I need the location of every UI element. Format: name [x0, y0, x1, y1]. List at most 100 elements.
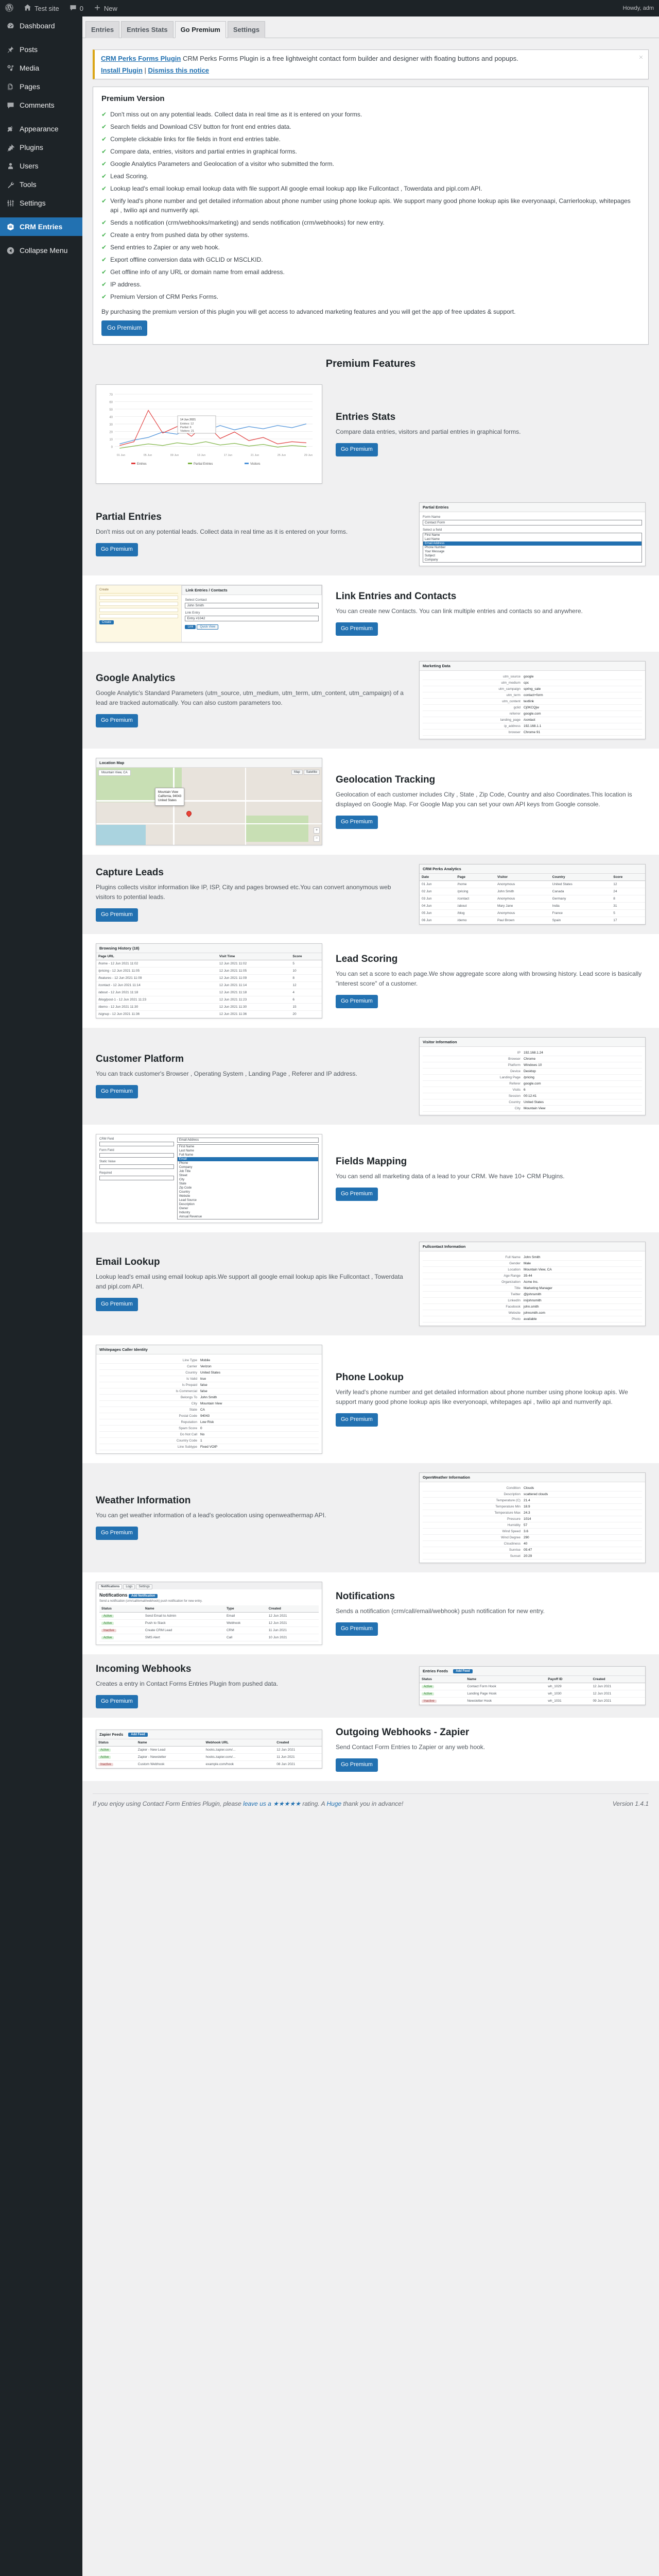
crm-perks-forms-link[interactable]: CRM Perks Forms Plugin [101, 55, 181, 63]
notifications-tab[interactable]: Logs [123, 1584, 135, 1589]
google-map[interactable]: Mountain View, CA Mountain View California… [96, 767, 322, 845]
notifications-tab[interactable]: Settings [136, 1584, 153, 1589]
site-name-menu[interactable]: Test site [19, 0, 64, 16]
go-premium-button-outgoing-webhooks[interactable]: Go Premium [336, 1758, 378, 1772]
go-premium-button-email-lookup[interactable]: Go Premium [96, 1297, 138, 1311]
table-row[interactable]: Inactive Newsletter Hook wh_1031 09 Jun 202… [420, 1697, 645, 1705]
dropdown-option[interactable]: City [179, 1178, 185, 1181]
table-row[interactable]: /demo - 12 Jun 2021 11:30 12 Jun 2021 11:… [96, 1003, 322, 1011]
mapping-input[interactable] [99, 1164, 174, 1169]
add-button[interactable]: Add Feed [453, 1669, 473, 1673]
table-row[interactable]: Active Push to Slack Webhook 12 Jun 2021 [99, 1619, 319, 1627]
table-row[interactable]: /home - 12 Jun 2021 11:02 12 Jun 2021 11:… [96, 960, 322, 968]
table-row[interactable]: 06 Jun/demo Paul Brown Spain 17 [420, 917, 645, 924]
sidebar-item-media[interactable]: Media [0, 59, 82, 77]
table-row[interactable]: 05 Jun/blog Anonymous France 5 [420, 909, 645, 917]
go-premium-button-google-analytics[interactable]: Go Premium [96, 714, 138, 727]
mapping-selected-value[interactable]: Email Address [177, 1137, 319, 1143]
table-row[interactable]: 04 Jun/about Mary Jane India 31 [420, 902, 645, 910]
sidebar-item-crm-entries[interactable]: CRM Entries [0, 217, 82, 236]
go-premium-button-fields-mapping[interactable]: Go Premium [336, 1187, 378, 1201]
dropdown-option[interactable]: Website [179, 1194, 190, 1198]
mapping-input[interactable] [99, 1175, 174, 1180]
comments-bubble[interactable]: 0 [64, 0, 89, 16]
go-premium-button-incoming-webhooks[interactable]: Go Premium [96, 1694, 138, 1708]
select-contact-input[interactable]: John Smith [185, 602, 319, 608]
dropdown-option[interactable]: Subject [425, 554, 436, 557]
dropdown-option[interactable]: Full Name [179, 1153, 194, 1157]
quick-view-button[interactable]: Quick View [197, 624, 219, 630]
go-premium-button-entries-stats[interactable]: Go Premium [336, 443, 378, 456]
add-notification-button[interactable]: Add Notification [129, 1594, 158, 1598]
link-button[interactable]: Link [185, 624, 196, 629]
go-premium-button-phone-lookup[interactable]: Go Premium [336, 1413, 378, 1427]
dropdown-option[interactable]: Job Title [179, 1170, 191, 1173]
footer-rating-link[interactable]: leave us a [243, 1800, 271, 1807]
dropdown-option[interactable]: Country [179, 1190, 190, 1194]
go-premium-button-customer-platform[interactable]: Go Premium [96, 1085, 138, 1099]
dropdown-option[interactable]: Company [179, 1165, 193, 1169]
go-premium-button-partial-entries[interactable]: Go Premium [96, 543, 138, 557]
dropdown-option[interactable]: State [179, 1182, 186, 1185]
table-row[interactable]: Active SMS Alert Call 10 Jun 2021 [99, 1634, 319, 1641]
map-marker-icon[interactable] [185, 809, 193, 817]
dropdown-option[interactable]: Email Address [423, 541, 641, 546]
map-type-map-button[interactable]: Map [291, 769, 303, 775]
go-premium-button-weather-information[interactable]: Go Premium [96, 1527, 138, 1540]
sidebar-item-posts[interactable]: Posts [0, 40, 82, 59]
new-content-menu[interactable]: New [89, 0, 123, 16]
install-plugin-link[interactable]: Install Plugin [101, 66, 143, 75]
account-menu[interactable]: Howdy, adm [618, 0, 659, 16]
dropdown-option[interactable]: Zip Code [179, 1186, 192, 1190]
table-row[interactable]: Active Contact Form Hook wh_1029 12 Jun 202… [420, 1683, 645, 1691]
footer-huge-link[interactable]: Huge [326, 1800, 342, 1807]
table-row[interactable]: /features - 12 Jun 2021 11:09 12 Jun 2021… [96, 974, 322, 982]
map-zoom-in-button[interactable]: + [314, 827, 320, 834]
table-row[interactable]: Active Zapier - Newsletter hooks.zapier.co… [96, 1753, 322, 1761]
go-premium-button-notifications[interactable]: Go Premium [336, 1622, 378, 1636]
dropdown-option[interactable]: Street [179, 1174, 187, 1177]
table-row[interactable]: Active Landing Page Hook wh_1030 12 Jun 202… [420, 1690, 645, 1698]
go-premium-button-lead-scoring[interactable]: Go Premium [336, 994, 378, 1008]
table-row[interactable]: /about - 12 Jun 2021 11:18 12 Jun 2021 11… [96, 989, 322, 996]
table-row[interactable]: 02 Jun/pricing John Smith Canada 24 [420, 888, 645, 895]
sidebar-item-dashboard[interactable]: Dashboard [0, 16, 82, 35]
map-zoom-out-button[interactable]: − [314, 835, 320, 842]
dropdown-option[interactable]: Last Name [179, 1149, 194, 1153]
dropdown-option[interactable]: First Name [179, 1145, 195, 1148]
dropdown-option[interactable]: Description [179, 1202, 195, 1206]
dropdown-option[interactable]: Last Name [425, 537, 440, 541]
table-row[interactable]: Inactive Create CRM Lead CRM 11 Jun 2021 [99, 1626, 319, 1634]
sidebar-item-tools[interactable]: Tools [0, 175, 82, 194]
form-name-select[interactable]: Contact Form [423, 519, 642, 526]
go-premium-button-link-entries-contacts[interactable]: Go Premium [336, 622, 378, 636]
table-row[interactable]: Active Zapier - New Lead hooks.zapier.com/… [96, 1746, 322, 1754]
dropdown-option[interactable]: Industry [179, 1211, 190, 1214]
table-row[interactable]: /signup - 12 Jun 2021 11:36 12 Jun 2021 1… [96, 1010, 322, 1018]
wp-logo-menu[interactable] [0, 0, 19, 16]
dismiss-notice-link[interactable]: Dismiss this notice [148, 66, 210, 75]
table-row[interactable]: 01 Jun/home Anonymous United States 12 [420, 880, 645, 888]
sidebar-item-appearance[interactable]: Appearance [0, 120, 82, 138]
dropdown-option[interactable]: Phone Number [425, 546, 446, 549]
table-row[interactable]: Inactive Custom Webhook example.com/hook 08… [96, 1760, 322, 1769]
sidebar-item-settings[interactable]: Settings [0, 194, 82, 212]
dropdown-option[interactable]: Lead Source [179, 1198, 197, 1202]
sidebar-item-pages[interactable]: Pages [0, 77, 82, 96]
notifications-tab[interactable]: Notifications [98, 1584, 123, 1589]
tab-settings[interactable]: Settings [227, 21, 266, 39]
sidebar-item-plugins[interactable]: Plugins [0, 138, 82, 157]
dropdown-option[interactable]: First Name [425, 533, 440, 537]
link-entry-input[interactable]: Entry #1042 [185, 615, 319, 621]
tab-go-premium[interactable]: Go Premium [175, 21, 226, 39]
notice-dismiss-button[interactable] [636, 52, 646, 62]
collapse-menu-button[interactable]: Collapse Menu [0, 241, 82, 260]
mapping-input[interactable] [99, 1153, 174, 1158]
mapping-dropdown[interactable]: First Name Last Name Full Name Email Phone Co… [177, 1144, 319, 1219]
sidebar-item-users[interactable]: Users [0, 157, 82, 175]
table-row[interactable]: /contact - 12 Jun 2021 11:14 12 Jun 2021 … [96, 981, 322, 989]
field-dropdown[interactable]: First Name Last Name Email Address Phone Nu… [423, 532, 642, 563]
table-row[interactable]: Active Send Email to Admin Email 12 Jun 202… [99, 1612, 319, 1620]
mapping-input[interactable] [99, 1141, 174, 1146]
table-row[interactable]: /pricing - 12 Jun 2021 11:05 12 Jun 2021 … [96, 967, 322, 975]
